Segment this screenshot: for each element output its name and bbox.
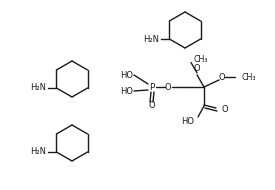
Text: O: O: [221, 105, 228, 113]
Text: O: O: [149, 101, 155, 111]
Text: H₂N: H₂N: [143, 35, 160, 44]
Text: O: O: [219, 73, 225, 82]
Text: HO: HO: [181, 117, 194, 127]
Text: P: P: [149, 83, 155, 93]
Text: CH₃: CH₃: [193, 55, 208, 64]
Text: O: O: [165, 82, 171, 92]
Text: HO: HO: [120, 86, 133, 96]
Text: CH₃: CH₃: [241, 73, 255, 82]
Text: H₂N: H₂N: [31, 83, 46, 93]
Text: O: O: [194, 64, 200, 73]
Text: HO: HO: [120, 70, 133, 79]
Text: H₂N: H₂N: [31, 147, 46, 157]
